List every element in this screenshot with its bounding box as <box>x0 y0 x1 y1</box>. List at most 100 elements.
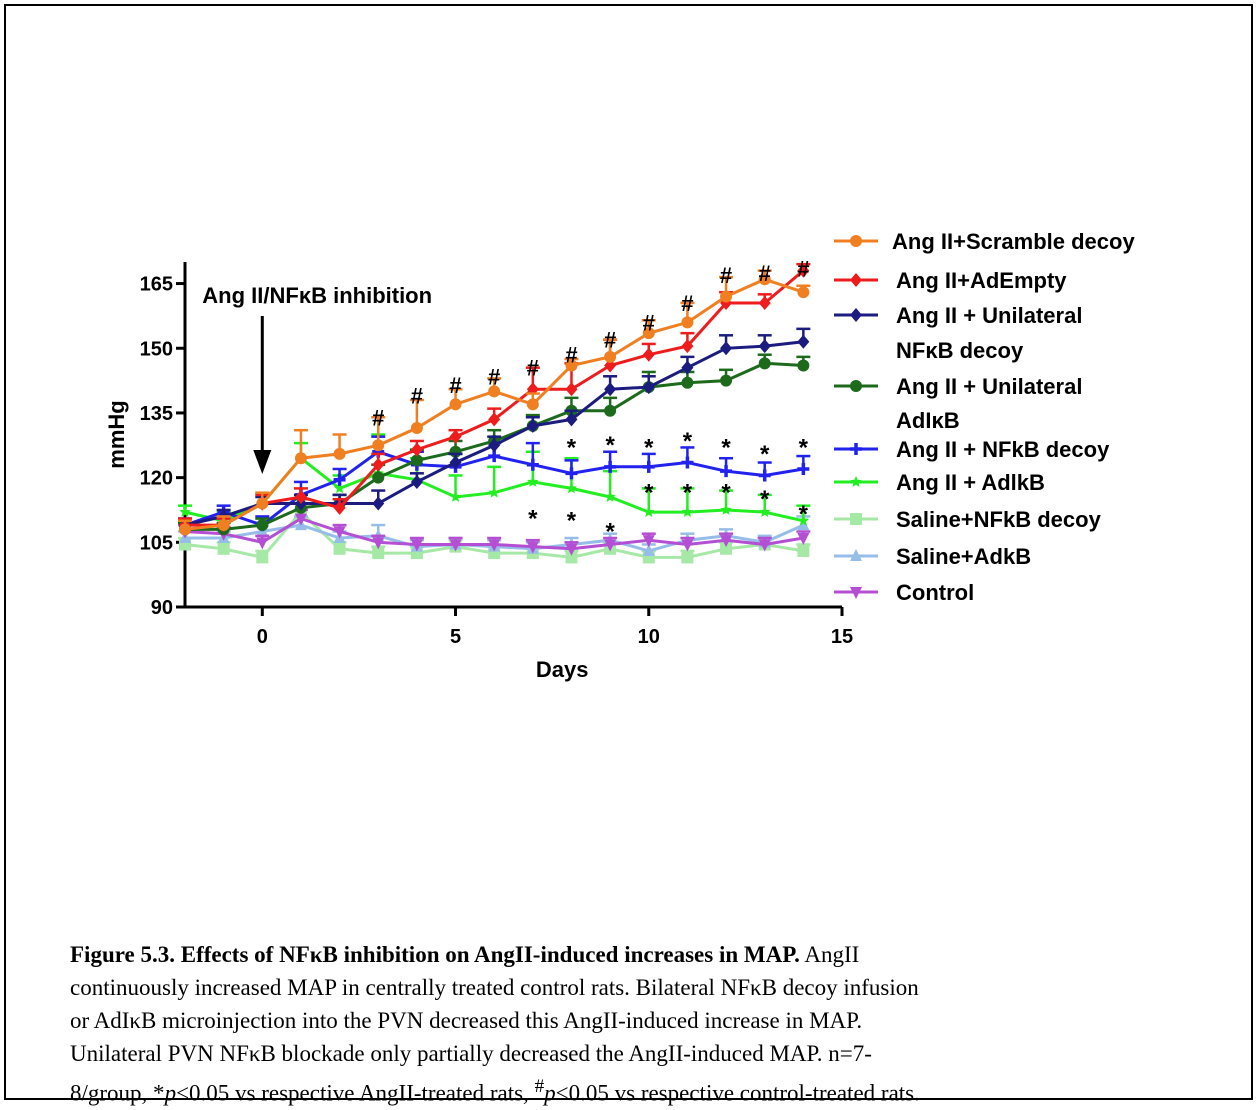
sig-hash: # <box>720 263 732 288</box>
data-point <box>449 429 462 444</box>
legend-item-7: Saline+AdkB <box>834 544 1031 569</box>
data-point <box>720 290 733 303</box>
legend-marker <box>850 549 862 561</box>
data-point <box>527 475 539 487</box>
data-point <box>526 458 539 471</box>
data-point <box>681 360 694 375</box>
legend-marker <box>850 273 862 287</box>
data-point <box>256 519 269 532</box>
data-point <box>681 376 694 389</box>
annotation-arrow-head <box>253 450 272 474</box>
sig-star_upper: * <box>760 441 770 468</box>
y-tick-label: 105 <box>140 532 173 554</box>
data-point <box>372 471 385 484</box>
data-point <box>565 551 578 564</box>
legend-label: Ang II+AdEmpty <box>896 268 1067 293</box>
data-point <box>333 482 346 494</box>
data-point <box>758 273 771 286</box>
data-point <box>758 339 771 354</box>
data-point <box>179 523 191 536</box>
significance-layer: # # # # # # # # # # # # * * * * * * * * * * * * * * * <box>372 256 809 545</box>
data-point <box>681 339 694 354</box>
caption-line3: or AdIκB microinjection into the PVN dec… <box>70 1008 863 1033</box>
legend-label: Saline+AdkB <box>896 544 1031 569</box>
data-point <box>526 418 539 433</box>
data-point <box>565 482 578 494</box>
data-point <box>720 542 733 555</box>
legend-label: Ang II + AdlkB <box>896 470 1045 495</box>
legend-item-6: Saline+NFkB decoy <box>834 507 1102 532</box>
legend-item-8: Control <box>834 580 974 605</box>
data-point <box>642 460 655 473</box>
data-point <box>294 490 307 505</box>
sig-star_lower: * <box>683 480 693 507</box>
data-point <box>720 341 733 356</box>
data-point <box>758 295 771 310</box>
legend-label: Control <box>896 580 974 605</box>
data-point <box>256 551 269 564</box>
sig-hash: # <box>488 364 500 389</box>
data-point <box>642 380 655 395</box>
data-point <box>294 452 307 465</box>
legend-marker <box>850 476 862 487</box>
data-point <box>449 539 462 552</box>
data-point <box>604 404 617 417</box>
data-point <box>449 491 462 502</box>
sig-star_lower: * <box>528 505 538 532</box>
data-point <box>488 539 501 552</box>
annotation-text: Ang II/NFκB inhibition <box>202 283 432 308</box>
sig-hash: # <box>372 405 384 430</box>
caption-p1: p <box>164 1080 177 1106</box>
data-point <box>294 513 307 526</box>
y-tick-label: 90 <box>151 597 173 619</box>
data-point <box>604 382 617 397</box>
series-6 <box>178 502 811 564</box>
legend: Ang II+Scramble decoy Ang II+AdEmpty Ang I… <box>834 229 1135 605</box>
legend-marker <box>850 235 862 247</box>
data-point <box>565 467 578 480</box>
data-point <box>488 438 501 453</box>
data-point <box>410 454 423 467</box>
y-tick-label: 120 <box>140 468 173 490</box>
x-tick-label: 10 <box>638 626 660 648</box>
data-point <box>720 374 733 387</box>
sig-hash: # <box>643 310 655 335</box>
data-point <box>449 398 462 411</box>
data-point <box>179 506 191 517</box>
sig-hash: # <box>527 356 539 381</box>
caption-line4: Unilateral PVN NFκB blockade only partia… <box>70 1041 872 1066</box>
data-point <box>565 412 578 427</box>
series-layer <box>178 262 811 564</box>
sig-star_lower: * <box>721 480 731 507</box>
data-point <box>797 286 810 299</box>
sig-star_lower: * <box>644 480 654 507</box>
legend-marker <box>850 587 862 599</box>
data-point <box>643 506 655 517</box>
x-tick-label: 0 <box>257 626 268 648</box>
data-point <box>410 422 423 435</box>
axes: 0 5 10 15 90 105 120 135 150 165 Days mmHg <box>104 262 853 682</box>
data-point <box>797 263 810 278</box>
data-point <box>681 539 694 552</box>
data-point <box>720 504 732 515</box>
legend-item-4: Ang II + NFkB decoy <box>834 437 1110 462</box>
data-point <box>526 398 539 411</box>
caption-line5c: <0.05 vs respective control-treated rats… <box>555 1080 920 1106</box>
annotation: Ang II/NFκB inhibition <box>202 283 432 474</box>
sig-star_upper: * <box>721 434 731 461</box>
y-tick-label: 165 <box>140 274 173 296</box>
data-point <box>256 537 269 550</box>
sig-hash: # <box>449 373 461 398</box>
data-point <box>642 347 655 362</box>
data-point <box>604 539 617 552</box>
sig-star_lower: * <box>567 508 577 535</box>
data-point <box>681 506 694 517</box>
data-point <box>758 539 771 552</box>
legend-label: Ang II + Unilateral <box>896 374 1082 399</box>
data-point <box>642 543 655 556</box>
data-point <box>797 334 810 349</box>
data-point <box>410 539 423 552</box>
data-point <box>488 385 501 398</box>
data-point <box>565 543 578 556</box>
data-point <box>333 473 346 486</box>
